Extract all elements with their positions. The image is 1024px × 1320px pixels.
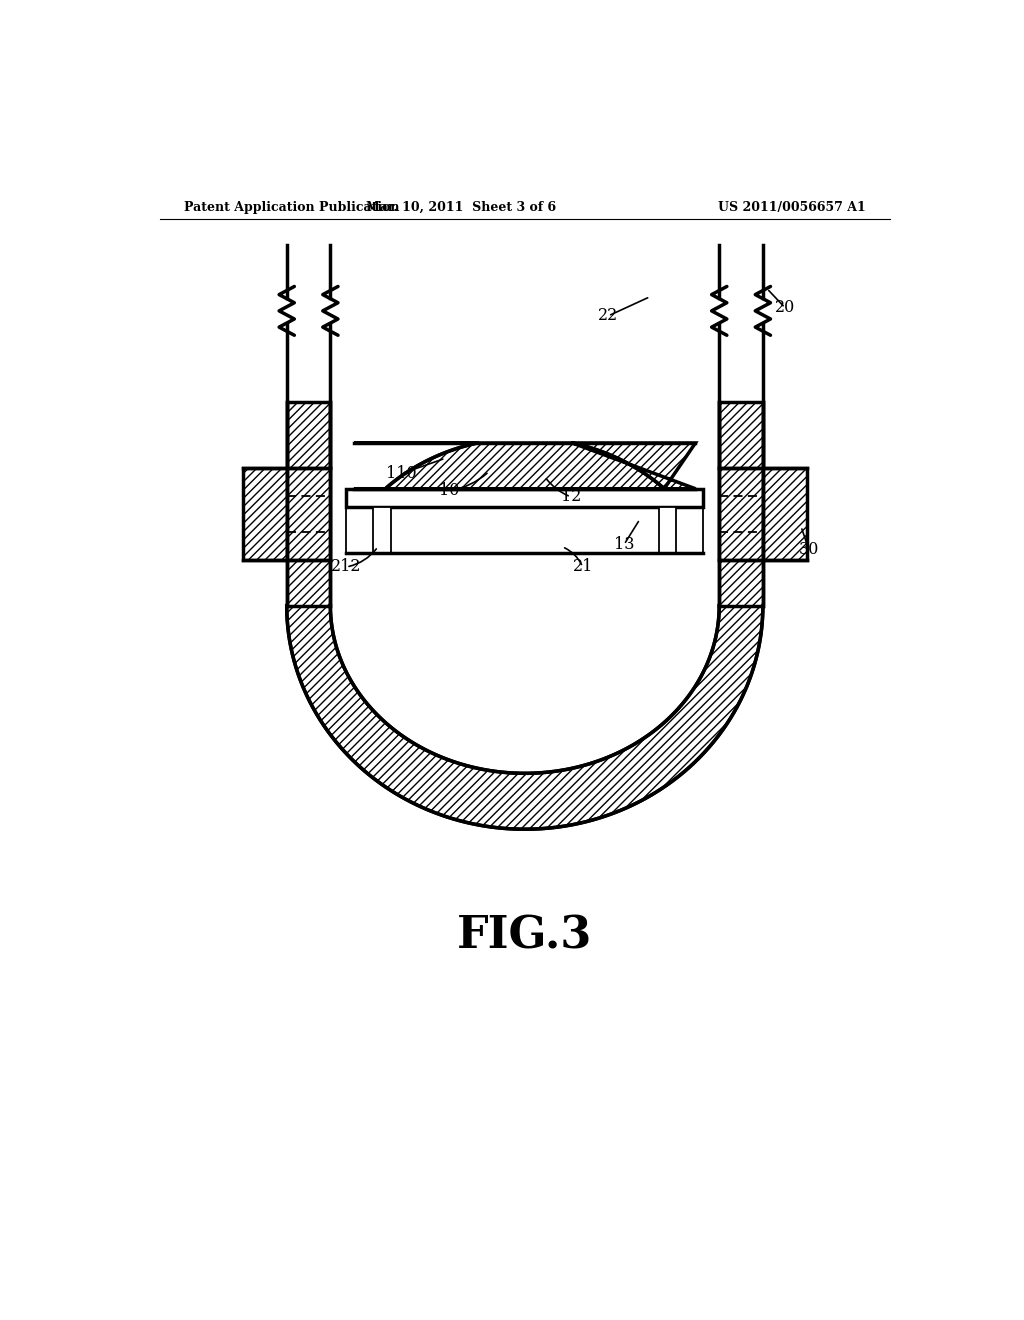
Text: US 2011/0056657 A1: US 2011/0056657 A1 [718, 201, 866, 214]
Polygon shape [719, 403, 763, 606]
Text: 22: 22 [598, 308, 618, 325]
Text: 10: 10 [439, 482, 460, 499]
Text: 212: 212 [331, 558, 361, 576]
Text: 13: 13 [613, 536, 634, 553]
Polygon shape [287, 606, 763, 829]
Polygon shape [719, 469, 763, 560]
Polygon shape [354, 444, 695, 488]
Polygon shape [373, 507, 391, 553]
Text: FIG.3: FIG.3 [457, 915, 593, 957]
Text: 30: 30 [799, 541, 819, 558]
Polygon shape [346, 488, 703, 507]
Polygon shape [287, 469, 331, 560]
Text: 110: 110 [386, 465, 417, 482]
Polygon shape [287, 403, 331, 606]
Text: Mar. 10, 2011  Sheet 3 of 6: Mar. 10, 2011 Sheet 3 of 6 [367, 201, 556, 214]
Text: 20: 20 [775, 300, 796, 317]
Polygon shape [243, 469, 287, 560]
Polygon shape [658, 507, 677, 553]
Text: 21: 21 [572, 558, 593, 576]
Text: Patent Application Publication: Patent Application Publication [183, 201, 399, 214]
Polygon shape [763, 469, 807, 560]
Text: 12: 12 [561, 488, 581, 506]
